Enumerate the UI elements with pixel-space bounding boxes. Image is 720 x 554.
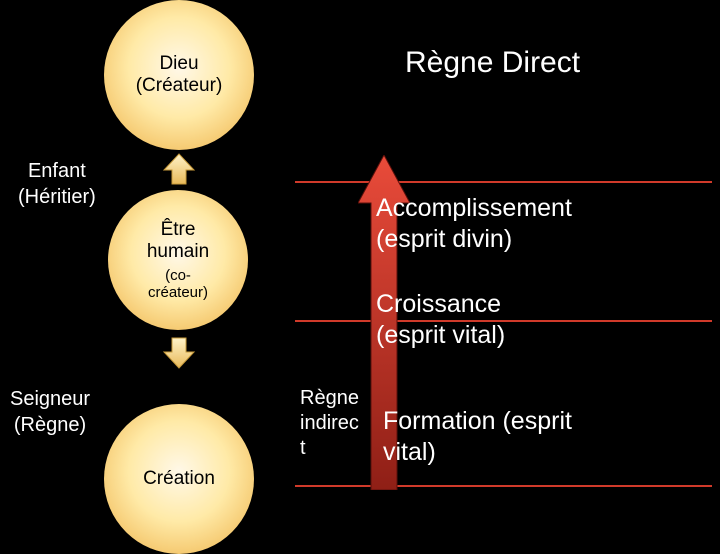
circle-etre-humain: Être humain (co- créateur) xyxy=(108,190,248,330)
stage-formation-l1: Formation (esprit xyxy=(383,406,572,437)
circle-creation-label: Création xyxy=(143,468,215,490)
stage-accomplissement: Accomplissement (esprit divin) xyxy=(376,193,572,256)
stage-accomplissement-l2: (esprit divin) xyxy=(376,224,572,255)
label-regne-indirect-l2: indirec xyxy=(300,411,359,436)
arrow-up-icon xyxy=(162,152,196,186)
circle-dieu-label1: Dieu xyxy=(159,53,198,75)
label-enfant: Enfant (Héritier) xyxy=(18,158,96,210)
label-seigneur-l2: (Règne) xyxy=(10,412,90,438)
label-enfant-l1: Enfant xyxy=(18,158,96,184)
circle-etre-label3: (co- créateur) xyxy=(148,267,208,301)
circle-dieu-label2: (Créateur) xyxy=(136,75,223,97)
circle-etre-label1: Être xyxy=(161,219,196,241)
arrow-down-icon xyxy=(162,336,196,370)
stage-croissance: Croissance (esprit vital) xyxy=(376,289,505,352)
label-regne-indirect-l3: t xyxy=(300,436,359,461)
circle-creation: Création xyxy=(104,404,254,554)
label-regne-indirect-l1: Règne xyxy=(300,386,359,411)
title-regne-direct: Règne Direct xyxy=(405,46,580,80)
stage-accomplissement-l1: Accomplissement xyxy=(376,193,572,224)
circle-etre-label2: humain xyxy=(147,241,209,263)
stage-croissance-l2: (esprit vital) xyxy=(376,320,505,351)
label-seigneur: Seigneur (Règne) xyxy=(10,386,90,438)
stage-formation: Formation (esprit vital) xyxy=(383,406,572,469)
label-enfant-l2: (Héritier) xyxy=(18,184,96,210)
label-regne-indirect: Règne indirec t xyxy=(300,386,359,461)
stage-formation-l2: vital) xyxy=(383,437,572,468)
label-seigneur-l1: Seigneur xyxy=(10,386,90,412)
stage-croissance-l1: Croissance xyxy=(376,289,505,320)
circle-dieu: Dieu (Créateur) xyxy=(104,0,254,150)
